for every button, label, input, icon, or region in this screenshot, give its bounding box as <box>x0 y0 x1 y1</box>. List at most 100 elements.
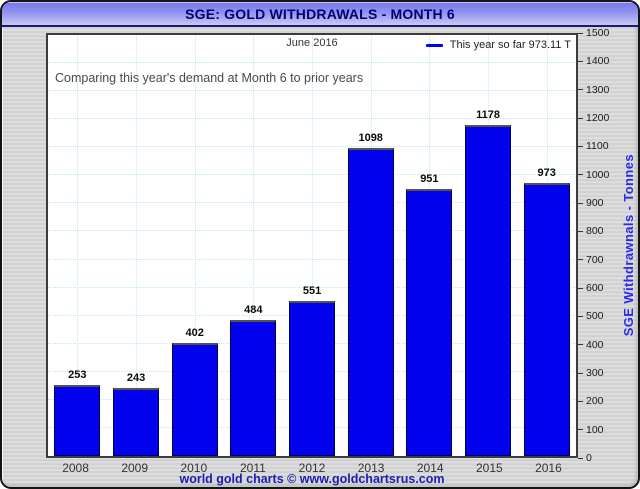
x-tick-label: 2011 <box>239 461 266 475</box>
x-axis: 2008 2009 2010 2011 2012 2013 2014 2015 2016 <box>46 461 578 475</box>
x-tick-label: 2014 <box>416 461 444 475</box>
y-tick: 1200 <box>578 112 609 124</box>
bars-container: 253 243 402 484 551 1098 951 1178 973 <box>48 35 576 456</box>
bar-value-label: 973 <box>537 166 556 179</box>
y-tick: 900 <box>578 197 604 209</box>
x-tick-label: 2008 <box>62 461 89 475</box>
y-tick-label: 600 <box>586 282 604 294</box>
bar-slot-2010: 402 <box>165 35 224 456</box>
y-tick-mark <box>578 259 583 261</box>
y-tick: 400 <box>578 339 604 351</box>
title-bar: SGE: GOLD WITHDRAWALS - MONTH 6 <box>2 2 638 27</box>
y-tick-label: 0 <box>586 452 592 464</box>
page-title: SGE: GOLD WITHDRAWALS - MONTH 6 <box>185 5 455 22</box>
y-tick: 800 <box>578 225 604 237</box>
y-tick-mark <box>578 174 583 176</box>
y-tick-mark <box>578 230 583 232</box>
bar-slot-2011: 484 <box>224 35 283 456</box>
y-tick: 300 <box>578 367 604 379</box>
y-tick-label: 400 <box>586 338 604 351</box>
x-tick-label: 2010 <box>180 461 208 475</box>
y-tick-mark <box>578 344 583 346</box>
bar-slot-2013: 1098 <box>341 35 400 456</box>
bar-value-label: 243 <box>126 371 146 384</box>
y-tick-label: 700 <box>586 253 604 266</box>
y-tick-mark <box>578 400 583 402</box>
y-tick: 1400 <box>578 55 609 67</box>
y-tick: 700 <box>578 254 604 266</box>
y-tick-mark <box>578 60 583 62</box>
y-tick-label: 200 <box>586 395 604 408</box>
bar-2013 <box>347 147 394 456</box>
y-tick: 1100 <box>578 140 609 152</box>
bar-slot-2015: 1178 <box>459 35 518 456</box>
y-tick-mark <box>578 372 583 374</box>
annotation-text: Comparing this year's demand at Month 6 … <box>55 71 364 85</box>
bar-slot-2008: 253 <box>48 35 107 456</box>
bar-2009 <box>113 387 159 456</box>
gridline-vertical <box>312 35 313 456</box>
y-tick: 1300 <box>578 84 609 96</box>
y-tick-label: 1200 <box>586 112 610 124</box>
y-tick-label: 500 <box>586 310 604 323</box>
bar-slot-2012: 551 <box>283 35 342 456</box>
y-tick: 500 <box>578 310 604 322</box>
bar-slot-2014: 951 <box>400 35 459 456</box>
x-tick-label: 2015 <box>475 461 503 475</box>
bar-2014 <box>406 189 453 456</box>
y-axis-title-wrap: SGE Withdrawnals - Tonnes <box>616 33 638 458</box>
bar-value-label: 551 <box>302 285 322 298</box>
x-tick-label: 2016 <box>535 461 562 475</box>
bar-slot-2016: 973 <box>517 35 576 456</box>
plot-area: 253 243 402 484 551 1098 951 1178 973 June 2016 … <box>46 33 578 458</box>
y-tick-mark <box>578 202 583 204</box>
y-tick-label: 1500 <box>586 27 610 39</box>
x-tick-label: 2013 <box>357 461 385 475</box>
y-tick: 1000 <box>578 169 609 181</box>
bar-2010 <box>171 343 218 456</box>
gridline-vertical <box>136 35 137 456</box>
y-tick-mark <box>578 315 583 317</box>
gridline-vertical <box>253 35 255 456</box>
y-tick-label: 1100 <box>586 140 609 153</box>
y-axis-title: SGE Withdrawnals - Tonnes <box>620 154 636 337</box>
bar-slot-2009: 243 <box>107 35 166 456</box>
bar-value-label: 484 <box>244 304 263 317</box>
y-tick-mark <box>578 287 583 289</box>
y-tick-label: 300 <box>586 367 604 379</box>
y-tick-label: 100 <box>586 423 604 436</box>
y-tick-label: 1300 <box>586 83 610 96</box>
chart-subtitle: June 2016 <box>286 37 338 49</box>
bar-value-label: 1178 <box>476 109 500 122</box>
y-tick: 200 <box>578 395 604 407</box>
bar-2016 <box>523 182 570 456</box>
x-tick-label: 2009 <box>121 461 149 475</box>
x-tick-label: 2012 <box>298 461 326 475</box>
legend-label: This year so far 973.11 T <box>449 39 571 51</box>
bar-2015 <box>465 125 511 456</box>
bar-value-label: 253 <box>68 369 87 381</box>
y-tick-label: 800 <box>586 225 604 238</box>
y-tick-mark <box>578 32 583 34</box>
y-tick-label: 1000 <box>586 168 610 181</box>
y-tick-mark <box>578 457 583 459</box>
y-axis: 0 100 200 300 400 500 600 700 800 900 1000 1100 1200… <box>578 27 638 464</box>
y-tick-mark <box>578 89 583 91</box>
gridline-vertical <box>194 35 196 456</box>
bar-2011 <box>230 320 277 456</box>
bar-value-label: 1098 <box>358 131 383 144</box>
y-tick: 0 <box>578 452 592 464</box>
bar-2008 <box>54 385 101 456</box>
y-tick-mark <box>578 429 583 431</box>
y-tick: 600 <box>578 282 604 294</box>
bar-value-label: 402 <box>185 327 204 340</box>
y-tick: 100 <box>578 424 604 436</box>
y-tick: 1500 <box>578 27 609 39</box>
gridline-vertical <box>77 35 79 456</box>
footer-credit-link[interactable]: world gold charts © www.goldchartsrus.co… <box>179 472 445 486</box>
bar-value-label: 951 <box>420 173 439 186</box>
legend: This year so far 973.11 T <box>425 39 571 51</box>
y-tick-mark <box>578 145 583 147</box>
y-tick-label: 900 <box>586 197 604 209</box>
